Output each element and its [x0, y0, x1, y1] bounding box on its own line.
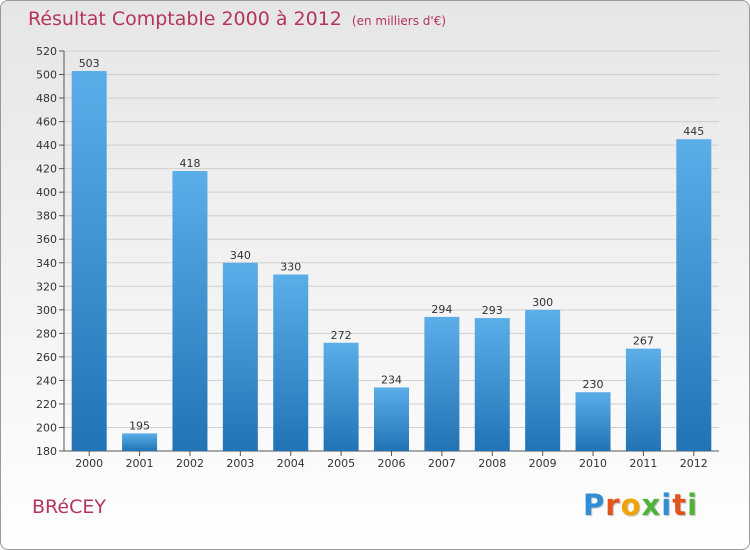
y-tick-label: 320 — [36, 280, 57, 293]
x-axis: 2000 2001 2002 2003 2004 2005 2006 2007 2008 2009… — [64, 450, 719, 470]
bar-2010[interactable] — [575, 392, 611, 451]
bar-2008[interactable] — [474, 318, 510, 451]
data-label-2011: 267 — [633, 335, 654, 348]
x-tick-label-2001: 2001 — [126, 457, 154, 470]
data-label-2000: 503 — [79, 57, 100, 70]
y-tick-label: 180 — [36, 445, 57, 458]
x-tick-label-2012: 2012 — [680, 457, 708, 470]
data-label-2009: 300 — [532, 296, 553, 309]
x-tick-label-2010: 2010 — [579, 457, 607, 470]
x-tick-label-2004: 2004 — [277, 457, 305, 470]
logo-letter: r — [605, 488, 621, 522]
y-tick-label: 200 — [36, 421, 57, 434]
x-tick-label-2005: 2005 — [327, 457, 355, 470]
y-tick-label: 520 — [36, 45, 57, 58]
y-tick-label: 380 — [36, 210, 57, 223]
data-label-2002: 418 — [179, 157, 200, 170]
proxiti-logo[interactable]: Proxiti — [583, 488, 698, 522]
x-tick-label-2007: 2007 — [428, 457, 456, 470]
chart-title: Résultat Comptable 2000 à 2012 (en millie… — [28, 8, 446, 30]
data-label-2012: 445 — [683, 125, 704, 138]
bar-2004[interactable] — [273, 274, 309, 451]
data-label-2010: 230 — [583, 378, 604, 391]
data-label-2007: 294 — [431, 303, 452, 316]
bar-2012[interactable] — [676, 139, 712, 451]
x-tick-label-2003: 2003 — [226, 457, 254, 470]
bar-2011[interactable] — [625, 348, 661, 451]
data-label-2006: 234 — [381, 373, 402, 386]
bar-2001[interactable] — [122, 433, 158, 451]
y-tick-label: 260 — [36, 351, 57, 364]
logo-letter: x — [641, 488, 662, 522]
y-tick-label: 480 — [36, 92, 57, 105]
bar-2007[interactable] — [424, 316, 460, 451]
bars — [71, 71, 712, 451]
data-label-2008: 293 — [482, 304, 503, 317]
chart-title-text: Résultat Comptable 2000 à 2012 — [28, 8, 342, 30]
data-label-2004: 330 — [280, 261, 301, 274]
bar-2006[interactable] — [374, 387, 409, 451]
y-tick-label: 420 — [36, 163, 57, 176]
x-tick-label-2006: 2006 — [378, 457, 406, 470]
y-tick-label: 300 — [36, 304, 57, 317]
y-tick-label: 240 — [36, 374, 57, 387]
y-tick-label: 360 — [36, 233, 57, 246]
town-name: BRéCEY — [32, 496, 106, 518]
data-label-2001: 195 — [129, 419, 150, 432]
logo-letter: o — [620, 488, 642, 522]
y-tick-label: 460 — [36, 116, 57, 129]
y-tick-label: 220 — [36, 398, 57, 411]
data-label-2005: 272 — [331, 329, 352, 342]
y-tick-label: 440 — [36, 139, 57, 152]
logo-letter: t — [672, 488, 688, 522]
x-tick-label-2000: 2000 — [75, 457, 103, 470]
y-tick-label: 400 — [36, 186, 57, 199]
logo-letter: P — [583, 488, 606, 522]
bar-2009[interactable] — [525, 309, 561, 451]
y-tick-label: 340 — [36, 257, 57, 270]
bar-2003[interactable] — [222, 262, 258, 451]
logo-letter: i — [661, 488, 673, 522]
bar-2002[interactable] — [172, 171, 208, 451]
x-tick-label-2009: 2009 — [529, 457, 557, 470]
bar-2000[interactable] — [71, 71, 107, 451]
y-tick-label: 500 — [36, 69, 57, 82]
bar-2005[interactable] — [323, 342, 359, 451]
x-tick-label-2002: 2002 — [176, 457, 204, 470]
y-tick-label: 280 — [36, 327, 57, 340]
x-tick-label-2011: 2011 — [629, 457, 657, 470]
data-labels: 503 195 418 340 330 272 234 294 293 300 230 267 445 — [79, 57, 705, 432]
x-tick-label-2008: 2008 — [478, 457, 506, 470]
chart-subtitle: (en milliers d'€) — [351, 14, 447, 28]
y-axis: 180 200 220 240 260 280 300 320 340 360 380 400 420 4… — [36, 45, 65, 458]
data-label-2003: 340 — [230, 249, 251, 262]
logo-letter: i — [687, 488, 699, 522]
